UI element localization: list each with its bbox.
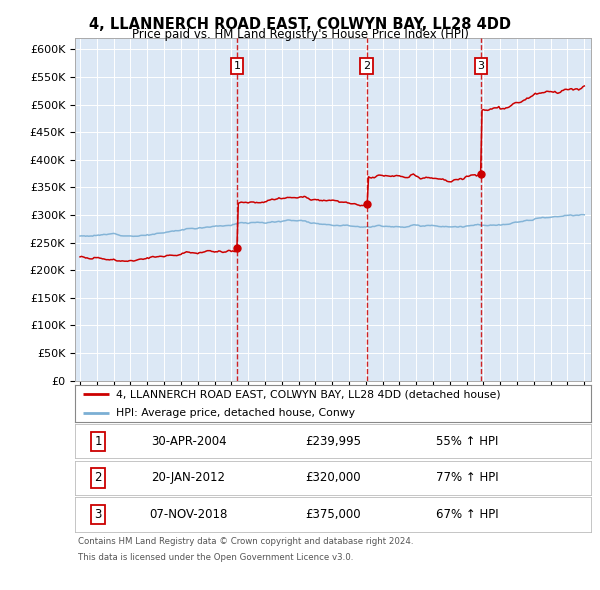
Text: Contains HM Land Registry data © Crown copyright and database right 2024.: Contains HM Land Registry data © Crown c…: [78, 537, 413, 546]
Text: £239,995: £239,995: [305, 435, 361, 448]
Text: 55% ↑ HPI: 55% ↑ HPI: [436, 435, 499, 448]
Text: 3: 3: [478, 61, 484, 71]
Text: 30-APR-2004: 30-APR-2004: [151, 435, 226, 448]
Text: 3: 3: [95, 508, 102, 521]
Text: £320,000: £320,000: [305, 471, 361, 484]
Text: £375,000: £375,000: [305, 508, 361, 521]
Text: 4, LLANNERCH ROAD EAST, COLWYN BAY, LL28 4DD (detached house): 4, LLANNERCH ROAD EAST, COLWYN BAY, LL28…: [116, 389, 501, 399]
Text: 67% ↑ HPI: 67% ↑ HPI: [436, 508, 499, 521]
Text: Price paid vs. HM Land Registry's House Price Index (HPI): Price paid vs. HM Land Registry's House …: [131, 28, 469, 41]
Text: 2: 2: [363, 61, 370, 71]
Text: This data is licensed under the Open Government Licence v3.0.: This data is licensed under the Open Gov…: [78, 553, 353, 562]
Text: 2: 2: [94, 471, 102, 484]
Text: 07-NOV-2018: 07-NOV-2018: [149, 508, 228, 521]
Text: 77% ↑ HPI: 77% ↑ HPI: [436, 471, 499, 484]
Text: HPI: Average price, detached house, Conwy: HPI: Average price, detached house, Conw…: [116, 408, 355, 418]
Text: 1: 1: [94, 435, 102, 448]
Text: 1: 1: [233, 61, 241, 71]
Text: 4, LLANNERCH ROAD EAST, COLWYN BAY, LL28 4DD: 4, LLANNERCH ROAD EAST, COLWYN BAY, LL28…: [89, 17, 511, 31]
Text: 20-JAN-2012: 20-JAN-2012: [152, 471, 226, 484]
